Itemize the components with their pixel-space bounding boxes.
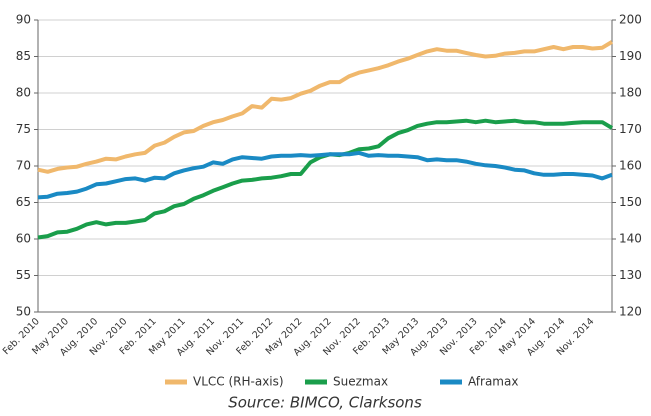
y2-tick-label: 180 xyxy=(619,86,642,100)
y2-tick-label: 200 xyxy=(619,13,642,27)
y2-tick-label: 190 xyxy=(619,49,642,63)
y-tick-label: 60 xyxy=(16,232,31,246)
y2-tick-label: 140 xyxy=(619,232,642,246)
y-tick-label: 75 xyxy=(16,122,31,136)
y-tick-label: 65 xyxy=(16,195,31,209)
y-tick-label: 90 xyxy=(16,13,31,27)
series-line xyxy=(37,150,613,200)
y2-tick-label: 120 xyxy=(619,305,642,319)
y-tick-label: 80 xyxy=(16,86,31,100)
y-tick-label: 70 xyxy=(16,159,31,173)
legend-label: Aframax xyxy=(468,375,518,389)
y2-tick-label: 170 xyxy=(619,122,642,136)
source: Source: BIMCO, Clarksons xyxy=(228,394,422,412)
y2-tick-label: 160 xyxy=(619,159,642,173)
y-tick-label: 85 xyxy=(16,49,31,63)
series-line xyxy=(37,40,614,174)
y-tick-label: 55 xyxy=(16,268,31,282)
legend-label: VLCC (RH-axis) xyxy=(193,375,284,389)
legend-label: Suezmax xyxy=(333,375,388,389)
y2-tick-label: 150 xyxy=(619,195,642,209)
y2-tick-label: 130 xyxy=(619,268,642,282)
y-tick-label: 50 xyxy=(16,305,31,319)
